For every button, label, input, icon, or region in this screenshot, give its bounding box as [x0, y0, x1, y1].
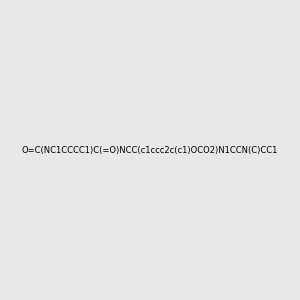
Text: O=C(NC1CCCC1)C(=O)NCC(c1ccc2c(c1)OCO2)N1CCN(C)CC1: O=C(NC1CCCC1)C(=O)NCC(c1ccc2c(c1)OCO2)N1…	[22, 146, 278, 154]
